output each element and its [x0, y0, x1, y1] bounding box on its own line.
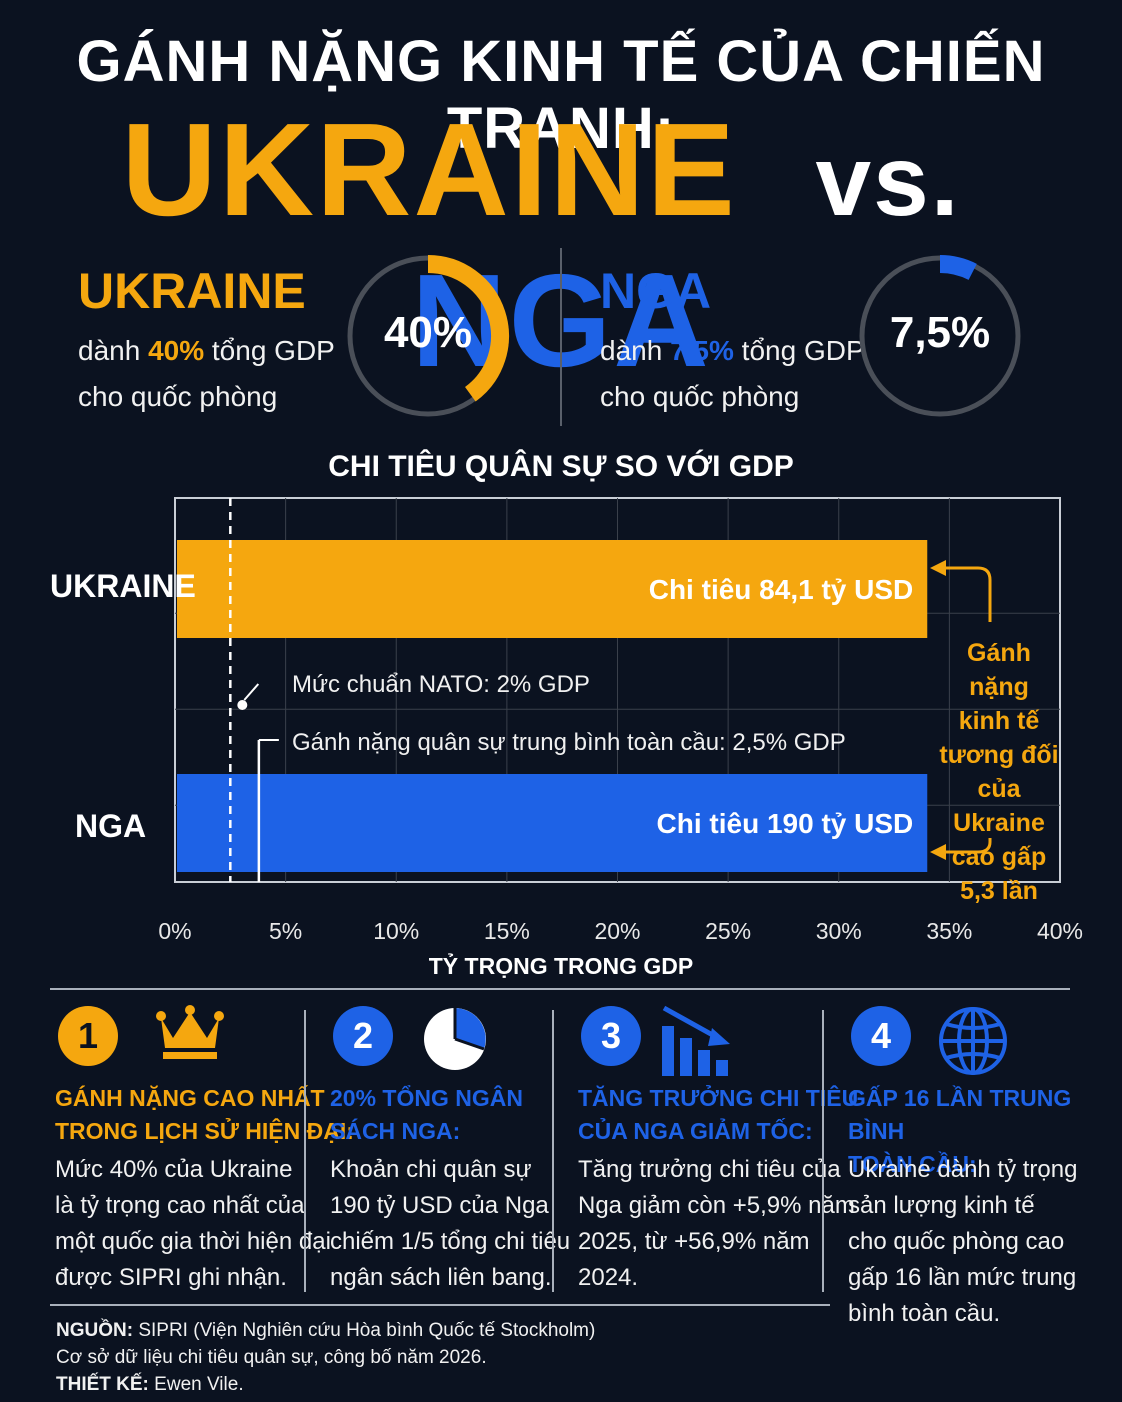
- annotation-arrow-top: [945, 566, 992, 622]
- russia-ring: [859, 255, 1021, 417]
- side-annotation: Gánh nặng kinh tế tương đối của Ukraine cao …: [934, 636, 1064, 908]
- ukraine-name: UKRAINE: [78, 263, 306, 319]
- nato-label: Mức chuẩn NATO: 2% GDP: [292, 671, 590, 698]
- russia-desc-value: 7,5%: [670, 335, 734, 366]
- source-line2: Cơ sở dữ liệu chi tiêu quân sự, công bố …: [56, 1347, 487, 1368]
- ukraine-ring: [347, 255, 509, 417]
- x-tick-label: 5%: [269, 918, 303, 944]
- x-axis-title: TỶ TRỌNG TRONG GDP: [428, 953, 694, 979]
- russia-desc-line2: cho quốc phòng: [600, 381, 800, 412]
- globe-icon: [936, 1004, 1010, 1083]
- russia-ring-label: 7,5%: [889, 308, 991, 357]
- fact-body: Khoản chi quân sự 190 tỷ USD của Nga chiếm…: [330, 1156, 571, 1291]
- ukraine-desc-pre: dành: [78, 335, 149, 366]
- russia-desc-post: tổng GDP: [733, 335, 865, 366]
- headline-vs: vs.: [815, 125, 961, 237]
- global-average-label: Gánh nặng quân sự trung bình toàn cầu: 2…: [292, 729, 846, 756]
- ukraine-ring-fill: [427, 255, 509, 402]
- headline-ukraine: UKRAINE: [121, 96, 737, 243]
- category-label-russia: NGA: [75, 808, 147, 844]
- side-annotation-line: Gánh nặng: [967, 639, 1031, 701]
- x-tick-label: 20%: [594, 918, 641, 944]
- fact-heading: GÁNH NẶNG CAO NHẤT TRONG LỊCH SỬ HIỆN ĐẠI…: [55, 1085, 354, 1144]
- page-title: GÁNH NẶNG KINH TẾ CỦA CHIẾN TRANH:: [76, 29, 1046, 161]
- side-annotation-line: 5,3 lần: [960, 877, 1038, 905]
- fact-divider: [304, 1010, 306, 1292]
- crown-icon: [155, 1004, 225, 1069]
- side-annotation-line: cao gấp: [951, 843, 1047, 871]
- x-tick-label: 35%: [926, 918, 973, 944]
- fact-body: Mức 40% của Ukraine là tỷ trọng cao nhất …: [55, 1156, 331, 1291]
- russia-name: NGA: [600, 263, 712, 319]
- design-label: THIẾT KẾ:: [56, 1374, 149, 1395]
- bar-ukraine: [177, 540, 928, 638]
- pie-chart-icon: [420, 1004, 490, 1079]
- ukraine-ring-label: 40%: [383, 308, 473, 357]
- x-tick-label: 30%: [815, 918, 862, 944]
- section-divider: [50, 988, 1070, 990]
- x-tick-label: 40%: [1036, 918, 1084, 944]
- fact-number-badge: 2: [333, 1006, 393, 1066]
- ukraine-desc: dành 40% tổng GDP cho quốc phòng: [78, 328, 335, 420]
- ukraine-desc-post: tổng GDP: [204, 335, 335, 366]
- fact-body: Ukraine dành tỷ trọng sản lượng kinh tế ch…: [848, 1156, 1078, 1327]
- side-annotation-line: kinh tế: [958, 707, 1040, 735]
- category-label-ukraine: UKRAINE: [50, 568, 196, 604]
- side-annotation-line: của Ukraine: [953, 775, 1045, 837]
- bar-chart: Chi tiêu 84,1 tỷ USD Chi tiêu 190 tỷ USD M…: [174, 497, 1061, 883]
- russia-desc-pre: dành: [600, 335, 671, 366]
- declining-bars-icon: [660, 1004, 740, 1083]
- headline: UKRAINE vs. NGA: [0, 100, 1122, 391]
- source-label: NGUỒN:: [56, 1320, 134, 1341]
- nato-marker-dot: [237, 700, 248, 710]
- ukraine-desc-value: 40%: [148, 335, 205, 366]
- arrowhead-bottom: [930, 844, 946, 860]
- panel-divider: [560, 248, 562, 426]
- x-tick-label: 25%: [705, 918, 752, 944]
- russia-ring-fill: [939, 255, 977, 281]
- bar-data-label: Chi tiêu 190 tỷ USD: [657, 808, 914, 839]
- fact-number-badge: 4: [851, 1006, 911, 1066]
- bar-russia: [177, 774, 928, 872]
- source-line1: SIPRI (Viện Nghiên cứu Hòa bình Quốc tế …: [133, 1320, 596, 1341]
- source-block: NGUỒN: SIPRI (Viện Nghiên cứu Hòa bình Q…: [56, 1317, 595, 1398]
- fact-heading: 20% TỔNG NGÂN SÁCH NGA:: [330, 1085, 523, 1144]
- ukraine-desc-line2: cho quốc phòng: [78, 381, 278, 412]
- chart-title: CHI TIÊU QUÂN SỰ SO VỚI GDP: [328, 450, 794, 483]
- x-tick-label: 10%: [373, 918, 420, 944]
- fact-divider: [552, 1010, 554, 1292]
- source-divider: [50, 1304, 830, 1306]
- fact-divider: [822, 1010, 824, 1292]
- fact-number-badge: 1: [58, 1006, 118, 1066]
- fact-number-badge: 3: [581, 1006, 641, 1066]
- side-annotation-line: tương đối: [939, 741, 1059, 769]
- annotation-arrow-bottom: [945, 838, 992, 854]
- arrowhead-top: [930, 560, 946, 576]
- design-value: Ewen Vile.: [148, 1374, 244, 1395]
- russia-desc: dành 7,5% tổng GDP cho quốc phòng: [600, 328, 865, 420]
- nato-leader: [243, 683, 260, 701]
- fact-body: Tăng trưởng chi tiêu của Nga giảm còn +5,…: [578, 1156, 855, 1291]
- bar-data-label: Chi tiêu 84,1 tỷ USD: [649, 574, 914, 605]
- fact-heading: GẤP 16 LẦN TRUNG BÌNH TOÀN CẦU:: [848, 1085, 1072, 1177]
- x-tick-label: 15%: [483, 918, 530, 944]
- fact-heading: TĂNG TRƯỞNG CHI TIÊU CỦA NGA GIẢM TỐC:: [578, 1085, 859, 1144]
- x-tick-label: 0%: [158, 918, 192, 944]
